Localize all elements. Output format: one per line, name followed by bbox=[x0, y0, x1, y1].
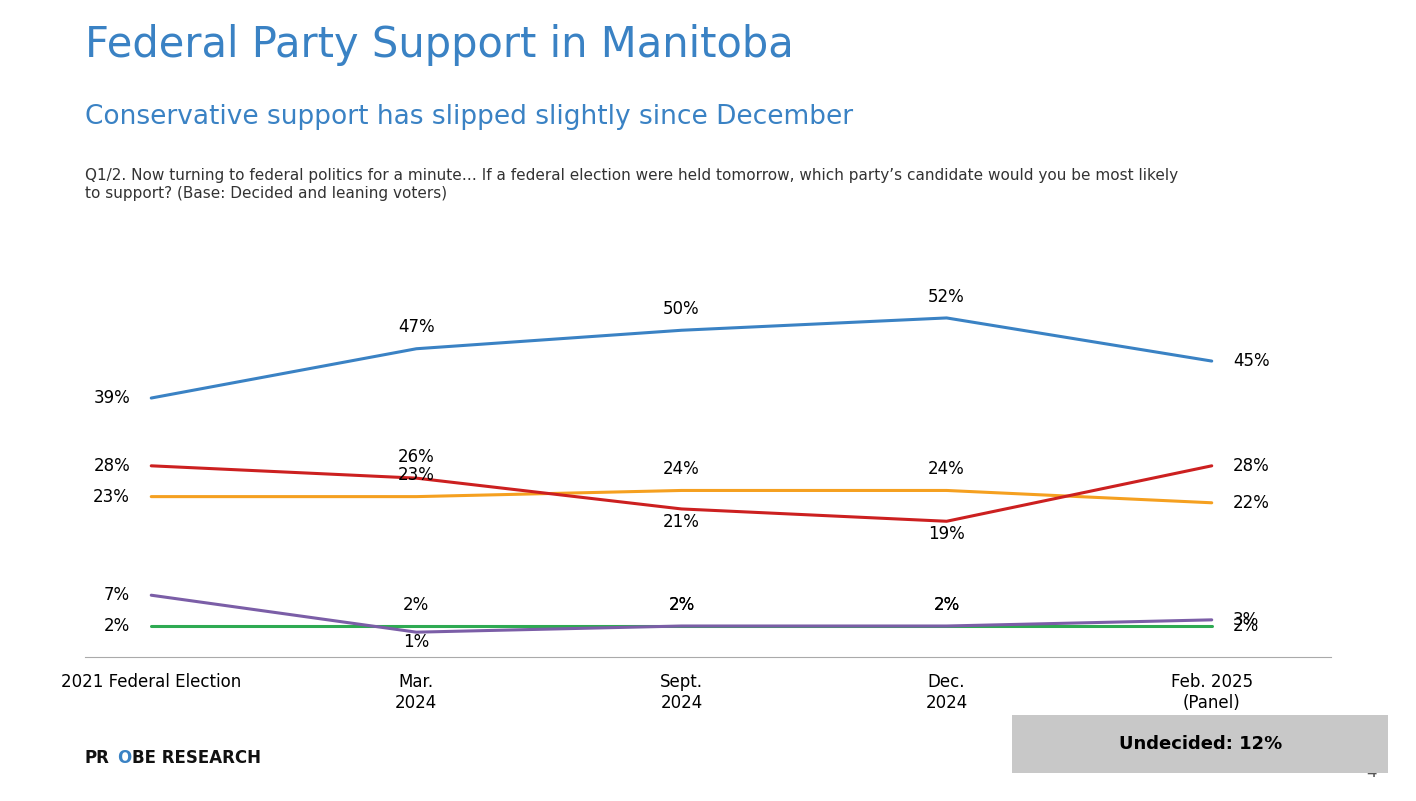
Text: 2%: 2% bbox=[933, 596, 960, 614]
Text: 52%: 52% bbox=[929, 288, 964, 306]
Text: 45%: 45% bbox=[1233, 352, 1270, 370]
Text: 2%: 2% bbox=[933, 596, 960, 614]
Text: 2%: 2% bbox=[668, 596, 695, 614]
Text: 24%: 24% bbox=[663, 460, 700, 478]
Text: BE RESEARCH: BE RESEARCH bbox=[132, 750, 261, 767]
Text: 4: 4 bbox=[1366, 763, 1376, 781]
Text: 1%: 1% bbox=[404, 633, 429, 650]
Text: Undecided: 12%: Undecided: 12% bbox=[1119, 735, 1283, 753]
Text: 24%: 24% bbox=[929, 460, 964, 478]
Text: 47%: 47% bbox=[398, 319, 435, 336]
Text: 28%: 28% bbox=[1233, 457, 1270, 475]
Text: 22%: 22% bbox=[1233, 493, 1270, 512]
Text: 3%: 3% bbox=[1233, 611, 1259, 629]
Text: 39%: 39% bbox=[93, 389, 130, 407]
Text: 2%: 2% bbox=[103, 617, 130, 635]
Text: 23%: 23% bbox=[398, 466, 435, 485]
Text: Q1/2. Now turning to federal politics for a minute… If a federal election were h: Q1/2. Now turning to federal politics fo… bbox=[85, 168, 1178, 200]
Text: O: O bbox=[118, 750, 132, 767]
Text: 50%: 50% bbox=[663, 300, 700, 318]
Text: Conservative support has slipped slightly since December: Conservative support has slipped slightl… bbox=[85, 104, 852, 130]
Text: 2%: 2% bbox=[404, 596, 429, 614]
Text: 2%: 2% bbox=[668, 596, 695, 614]
Text: Federal Party Support in Manitoba: Federal Party Support in Manitoba bbox=[85, 24, 794, 66]
Text: 23%: 23% bbox=[93, 488, 130, 505]
Text: 28%: 28% bbox=[93, 457, 130, 475]
Text: 26%: 26% bbox=[398, 448, 435, 466]
Text: PR: PR bbox=[85, 750, 110, 767]
Text: 21%: 21% bbox=[663, 513, 700, 530]
Text: 2%: 2% bbox=[1233, 617, 1259, 635]
Text: 19%: 19% bbox=[929, 525, 964, 543]
Text: 7%: 7% bbox=[103, 586, 130, 604]
